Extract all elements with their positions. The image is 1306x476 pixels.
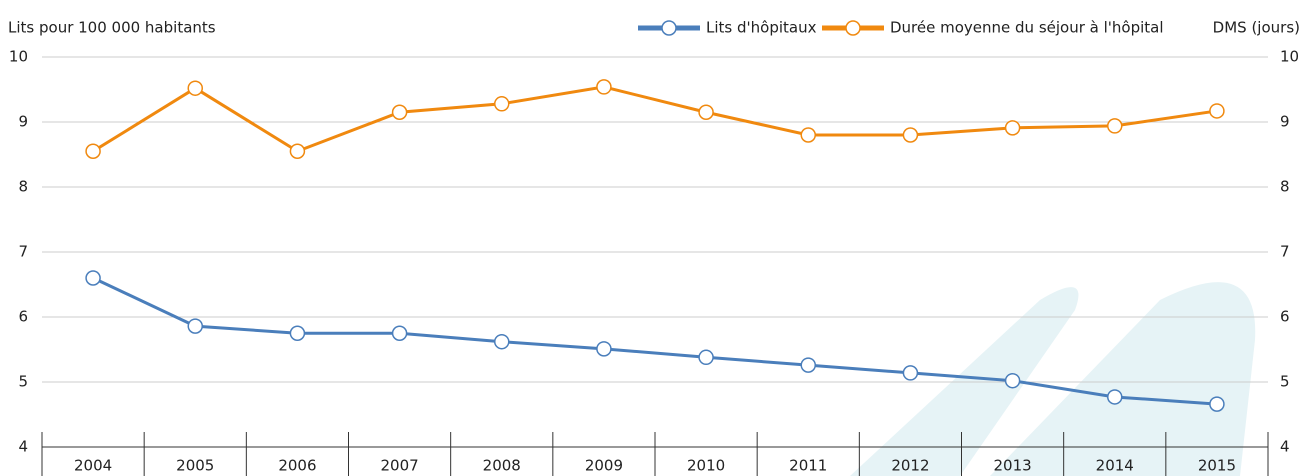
point (698, 349, 714, 366)
y-axis-label: Lits pour 100 000 habitants (8, 19, 216, 37)
point (494, 333, 510, 350)
y-tick-label: 6 (18, 308, 28, 326)
point (85, 270, 101, 286)
point (391, 104, 408, 120)
point (289, 143, 306, 159)
x-tick-label: 2004 (74, 457, 112, 475)
point (1107, 118, 1123, 134)
point (698, 104, 714, 120)
y-tick-label: 4 (18, 438, 28, 456)
point (187, 80, 203, 96)
legend-label: Lits d'hôpitaux (706, 19, 817, 37)
point (902, 365, 919, 381)
legend-marker (661, 20, 677, 36)
x-tick-label: 2005 (176, 457, 214, 475)
x-tick-label: 2011 (789, 457, 827, 475)
point (1004, 372, 1021, 389)
point (800, 357, 816, 373)
x-tick-label: 2012 (891, 457, 929, 475)
x-tick-label: 2013 (993, 457, 1031, 475)
y-tick-label: 7 (18, 243, 28, 261)
x-tick-label: 2006 (278, 457, 316, 475)
series-line (92, 85, 1218, 153)
point (1004, 120, 1021, 136)
y-tick-label: 10 (9, 48, 28, 66)
y-tick-label: 5 (18, 373, 28, 391)
point (1209, 396, 1225, 412)
point (289, 325, 306, 341)
point (596, 341, 612, 357)
point (596, 79, 612, 95)
y2-tick-label: 7 (1280, 243, 1290, 261)
legend-label: Durée moyenne du séjour à l'hôpital (890, 19, 1164, 37)
x-tick-label: 2015 (1198, 457, 1236, 475)
x-tick-label: 2014 (1096, 457, 1134, 475)
point (187, 318, 203, 334)
x-tick-label: 2007 (380, 457, 418, 475)
y-tick-label: 8 (18, 178, 28, 196)
point (85, 143, 101, 159)
series-line (92, 276, 1218, 406)
x-tick-label: 2010 (687, 457, 725, 475)
y2-tick-label: 9 (1280, 113, 1290, 131)
y-tick-label: 9 (18, 113, 28, 131)
point (1107, 389, 1123, 405)
x-tick-label: 2008 (483, 457, 521, 475)
point (494, 96, 510, 112)
y2-tick-label: 10 (1280, 48, 1299, 66)
point (1209, 103, 1225, 119)
y2-tick-label: 8 (1280, 178, 1290, 196)
decor (990, 282, 1256, 476)
point (391, 325, 408, 341)
point (902, 127, 919, 143)
legend-marker (845, 20, 861, 36)
y2-tick-label: 5 (1280, 373, 1290, 391)
x-tick-label: 2009 (585, 457, 623, 475)
y2-axis-label: DMS (jours) (1213, 19, 1300, 37)
point (800, 127, 816, 143)
y2-tick-label: 4 (1280, 438, 1290, 456)
y2-tick-label: 6 (1280, 308, 1290, 326)
